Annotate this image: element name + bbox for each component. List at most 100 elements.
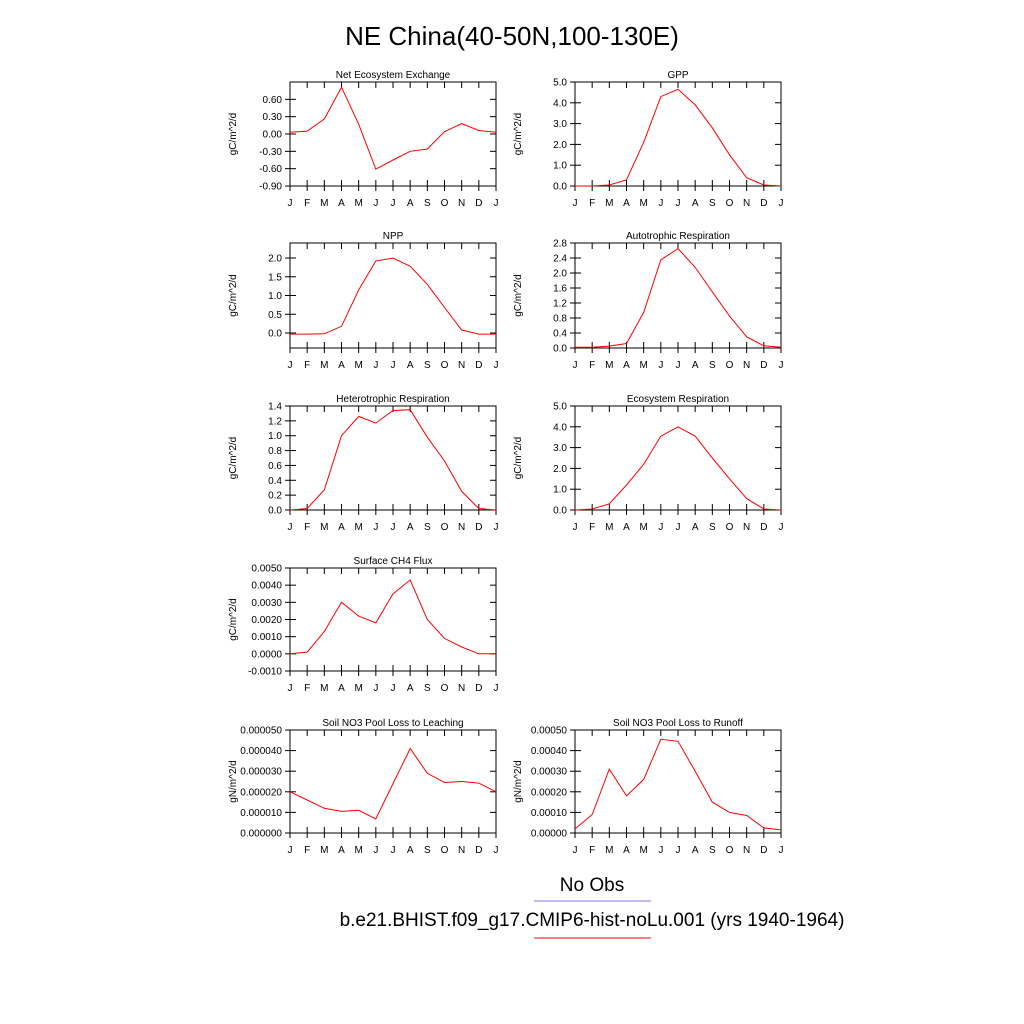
x-tick-label: A <box>623 360 630 371</box>
x-tick-label: J <box>779 522 784 533</box>
y-axis-label: gN/m^2/d <box>228 760 239 803</box>
x-tick-label: O <box>726 522 734 533</box>
y-axis-label: gC/m^2/d <box>513 437 524 480</box>
y-tick-label: 0.0 <box>268 506 282 517</box>
x-tick-label: F <box>304 683 310 694</box>
x-tick-label: J <box>373 198 378 209</box>
y-tick-label: 2.8 <box>553 239 567 250</box>
y-tick-label: 0.0 <box>553 506 567 517</box>
x-tick-label: O <box>441 360 449 371</box>
plot-frame <box>574 405 782 511</box>
x-tick-label: M <box>605 522 613 533</box>
y-tick-label: 0.000030 <box>240 767 282 778</box>
x-tick-label: J <box>373 683 378 694</box>
x-tick-label: J <box>288 683 293 694</box>
x-tick-label: J <box>779 845 784 856</box>
y-axis-label: gN/m^2/d <box>513 760 524 803</box>
y-tick-label: -0.60 <box>259 164 282 175</box>
y-tick-label: 0.000050 <box>240 726 282 737</box>
y-tick-label: 0.000010 <box>240 808 282 819</box>
y-axis-label: gC/m^2/d <box>228 113 239 156</box>
x-tick-label: J <box>573 360 578 371</box>
y-axis-label: gC/m^2/d <box>513 274 524 317</box>
series-line <box>574 426 782 511</box>
panel-title: Ecosystem Respiration <box>627 394 729 405</box>
x-tick-label: N <box>743 198 750 209</box>
x-tick-label: D <box>760 360 767 371</box>
y-tick-label: 0.0 <box>553 344 567 355</box>
x-tick-label: J <box>288 522 293 533</box>
y-tick-label: 1.6 <box>553 284 567 295</box>
x-tick-label: M <box>639 360 647 371</box>
x-tick-label: M <box>354 683 362 694</box>
panel-title: GPP <box>667 70 688 81</box>
x-tick-label: J <box>676 360 681 371</box>
x-tick-label: A <box>407 522 414 533</box>
x-tick-label: J <box>658 845 663 856</box>
x-tick-label: N <box>458 845 465 856</box>
y-tick-label: 0.4 <box>553 329 567 340</box>
panel-title: Soil NO3 Pool Loss to Runoff <box>613 718 743 729</box>
x-tick-label: J <box>573 845 578 856</box>
x-tick-label: M <box>639 522 647 533</box>
x-tick-label: S <box>424 683 431 694</box>
x-tick-label: D <box>760 198 767 209</box>
y-tick-label: 0.5 <box>268 310 282 321</box>
x-tick-label: J <box>391 360 396 371</box>
x-tick-label: J <box>779 198 784 209</box>
plot-frame <box>289 567 497 672</box>
x-tick-label: M <box>605 198 613 209</box>
x-tick-label: J <box>288 360 293 371</box>
y-tick-label: 0.00 <box>263 130 283 141</box>
y-tick-label: -0.90 <box>259 182 282 193</box>
x-tick-label: N <box>458 522 465 533</box>
x-tick-label: J <box>373 522 378 533</box>
y-tick-label: 0.00050 <box>531 726 568 737</box>
x-tick-label: J <box>658 522 663 533</box>
plot-frame <box>574 242 782 349</box>
y-tick-label: 0.8 <box>553 314 567 325</box>
x-tick-label: J <box>391 683 396 694</box>
x-tick-label: J <box>676 845 681 856</box>
x-tick-label: F <box>304 360 310 371</box>
x-tick-label: M <box>605 360 613 371</box>
y-tick-label: 3.0 <box>553 119 567 130</box>
x-tick-label: A <box>338 360 345 371</box>
x-tick-label: J <box>676 522 681 533</box>
series-line <box>575 88 782 187</box>
y-tick-label: 0.00020 <box>531 787 568 798</box>
x-tick-label: N <box>743 845 750 856</box>
x-tick-label: M <box>354 198 362 209</box>
x-tick-label: J <box>494 845 499 856</box>
chart-panel-6: Ecosystem Respiration gC/m^2/d 0.0 1.0 2.0 3.… <box>513 394 784 533</box>
y-tick-label: 0.8 <box>268 446 282 457</box>
panel-title: Autotrophic Respiration <box>626 231 730 242</box>
y-tick-label: 0.0000 <box>251 649 282 660</box>
x-tick-label: M <box>320 845 328 856</box>
chart-panel-7: Surface CH4 Flux gC/m^2/d -0.0010 0.0000 0.0… <box>228 556 499 694</box>
y-tick-label: 0.0 <box>553 182 567 193</box>
chart-panel-5: Heterotrophic Respiration gC/m^2/d 0.0 0.2 0… <box>228 394 499 533</box>
y-tick-label: 1.5 <box>268 272 282 283</box>
y-tick-label: 2.0 <box>553 464 567 475</box>
y-tick-label: 1.0 <box>268 291 282 302</box>
y-tick-label: 2.0 <box>268 254 282 265</box>
x-tick-label: A <box>623 845 630 856</box>
x-tick-label: N <box>458 198 465 209</box>
x-tick-label: D <box>475 360 482 371</box>
x-tick-label: A <box>407 845 414 856</box>
y-tick-label: 1.0 <box>268 431 282 442</box>
series-line <box>289 579 496 655</box>
x-tick-label: J <box>779 360 784 371</box>
x-tick-label: M <box>320 522 328 533</box>
x-tick-label: J <box>494 198 499 209</box>
x-tick-label: M <box>320 198 328 209</box>
x-tick-label: A <box>407 360 414 371</box>
x-tick-label: M <box>354 360 362 371</box>
x-tick-label: S <box>709 845 716 856</box>
x-tick-label: F <box>589 360 595 371</box>
y-axis-label: gC/m^2/d <box>228 437 239 480</box>
series-line <box>290 257 496 335</box>
